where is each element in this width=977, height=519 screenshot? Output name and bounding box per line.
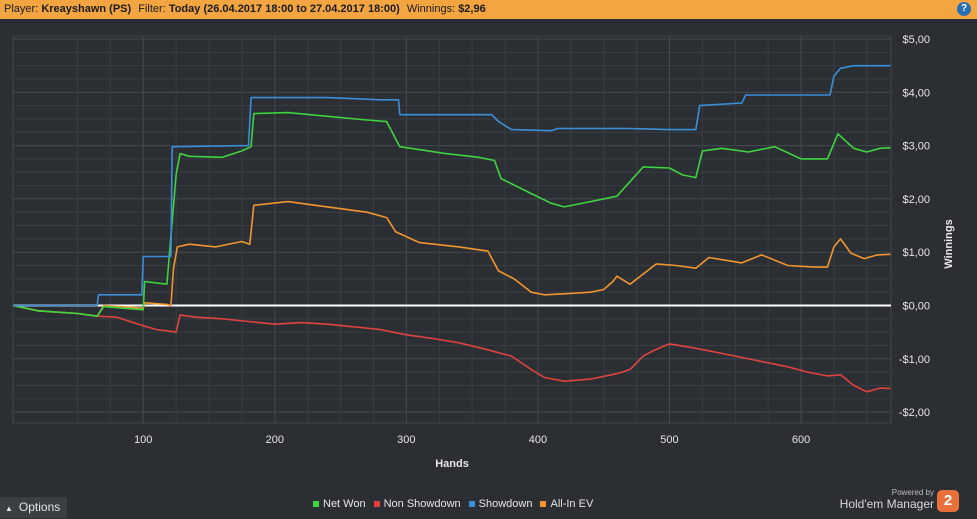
x-axis-ticks: 100 200 300 400 500 600 xyxy=(134,434,810,446)
x-tick-label: 300 xyxy=(397,434,415,446)
winnings-label: Winnings: xyxy=(406,3,456,15)
player-label: Player: xyxy=(4,3,39,15)
winnings-value: $2,96 xyxy=(458,3,486,15)
y-axis-label: Winnings xyxy=(943,219,955,268)
x-tick-label: 200 xyxy=(266,434,284,446)
y-tick-label: $2,00 xyxy=(902,194,930,206)
series-line-non-showdown xyxy=(12,304,891,393)
winnings-chart: $5,00 $4,00 $3,00 $2,00 $1,00 $0,00 -$1,00 -$2,… xyxy=(12,34,955,470)
y-axis-ticks: $5,00 $4,00 $3,00 $2,00 $1,00 $0,00 -$1,00 -$2,… xyxy=(899,34,930,419)
brand-name: Hold'em Manager xyxy=(839,497,934,511)
legend-item-non-showdown[interactable]: Non Showdown xyxy=(373,498,461,510)
x-tick-label: 600 xyxy=(792,434,810,446)
legend-label: Showdown xyxy=(478,498,533,510)
x-tick-label: 500 xyxy=(660,434,678,446)
legend-label: All-In EV xyxy=(550,498,594,510)
chart-grid xyxy=(12,35,892,424)
legend-item-net-won[interactable]: Net Won xyxy=(313,498,366,510)
y-tick-label: $0,00 xyxy=(902,301,930,313)
y-tick-label: $3,00 xyxy=(902,141,930,153)
chart-series xyxy=(12,64,891,393)
legend-label: Non Showdown xyxy=(383,498,461,510)
y-tick-label: -$1,00 xyxy=(899,354,930,366)
plot-frame xyxy=(12,35,892,424)
legend-item-showdown[interactable]: Showdown xyxy=(468,498,533,510)
player-name: Kreayshawn (PS) xyxy=(41,3,132,15)
holdem-manager-logo: 2 xyxy=(937,490,959,512)
x-tick-label: 400 xyxy=(529,434,547,446)
y-tick-label: $5,00 xyxy=(902,34,930,46)
filter-label: Filter: xyxy=(138,3,166,15)
help-icon[interactable]: ? xyxy=(957,2,971,16)
chart-legend: Net Won Non Showdown Showdown All-In EV xyxy=(313,498,601,510)
series-line-showdown xyxy=(13,64,891,307)
legend-swatch xyxy=(373,501,380,508)
x-axis-label: Hands xyxy=(435,458,469,470)
series-line-all-in-ev xyxy=(12,200,891,317)
legend-item-all-in-ev[interactable]: All-In EV xyxy=(540,498,593,510)
legend-label: Net Won xyxy=(323,498,366,510)
legend-swatch xyxy=(468,501,475,508)
options-button[interactable]: ▲ Options xyxy=(0,497,67,518)
legend-swatch xyxy=(313,501,319,508)
y-tick-label: -$2,00 xyxy=(899,407,930,419)
title-bar: Player: Kreayshawn (PS) Filter: Today (2… xyxy=(0,0,977,19)
y-tick-label: $4,00 xyxy=(902,87,930,99)
chevron-up-icon: ▲ xyxy=(5,504,13,513)
y-tick-label: $1,00 xyxy=(902,247,930,259)
series-line-net-won xyxy=(12,111,891,317)
legend-swatch xyxy=(540,501,547,508)
powered-by-text: Powered by xyxy=(891,488,934,497)
x-tick-label: 100 xyxy=(134,434,152,446)
powered-by: Powered by Hold'em Manager xyxy=(836,488,934,512)
filter-value: Today (26.04.2017 18:00 to 27.04.2017 18… xyxy=(168,3,400,15)
options-label: Options xyxy=(18,500,61,514)
